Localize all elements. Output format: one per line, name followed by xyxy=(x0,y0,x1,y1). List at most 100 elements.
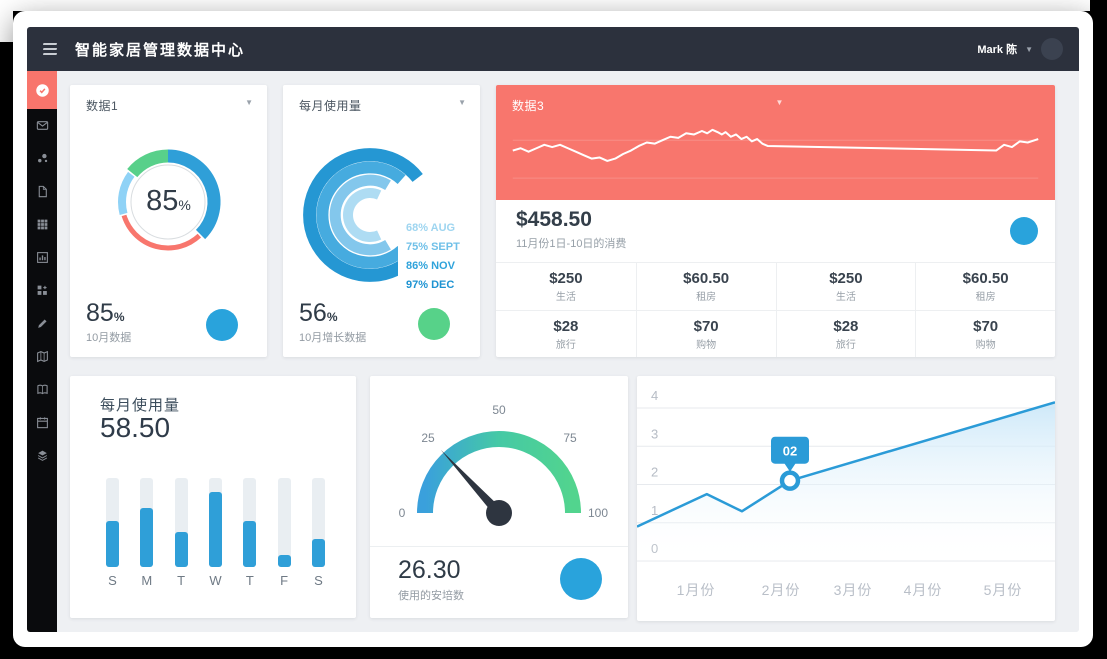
dropdown-caret-icon[interactable]: ▼ xyxy=(775,98,784,107)
expense-value: $28 xyxy=(833,317,859,335)
bar-category-label: T xyxy=(177,573,186,588)
donut-chart xyxy=(106,140,230,264)
x-axis-label: 3月份 xyxy=(833,582,873,598)
expense-value: $250 xyxy=(549,270,583,287)
sidebar-item-map[interactable] xyxy=(27,340,57,373)
card-data3: 数据3 ▼ $458.50 11月份1日-10日的消费 $250 生活 $60.50… xyxy=(496,85,1055,357)
card-gauge: 0 25 50 75 100 26.30 使用的安培数 xyxy=(370,376,628,618)
green-indicator-dot xyxy=(418,308,450,340)
sidebar-item-mail[interactable] xyxy=(27,109,57,142)
bar-fill xyxy=(208,492,222,567)
card-data3-header: 数据3 ▼ xyxy=(496,85,1055,200)
x-axis-label: 4月份 xyxy=(903,582,943,598)
rings-chart xyxy=(300,145,440,285)
expense-label: 生活 xyxy=(555,292,576,303)
hamburger-menu-icon[interactable] xyxy=(39,39,61,59)
gauge-footer: 26.30 使用的安培数 xyxy=(398,556,464,602)
dropdown-caret-icon[interactable]: ▼ xyxy=(458,98,466,107)
expense-label: 旅行 xyxy=(835,339,856,351)
sidebar-item-edit[interactable] xyxy=(27,307,57,340)
pencil-icon xyxy=(37,319,47,328)
user-menu[interactable]: Mark 陈 xyxy=(977,44,1018,56)
map-icon xyxy=(36,350,48,363)
svg-text:2: 2 xyxy=(651,465,658,480)
bar-category-label: S xyxy=(314,573,323,588)
sidebar-item-calendar[interactable] xyxy=(27,406,57,439)
dropdown-caret-icon[interactable]: ▼ xyxy=(245,98,253,107)
x-axis-label: 1月份 xyxy=(676,582,716,598)
expense-label: 购物 xyxy=(696,339,717,351)
bar-category-label: F xyxy=(280,573,289,588)
file-icon xyxy=(38,185,47,198)
card-rings-footer: 56% 10月增长数据 xyxy=(299,299,367,344)
layers-icon xyxy=(37,450,47,461)
user-caret-icon[interactable]: ▼ xyxy=(1025,44,1033,54)
area-chart: 4321002 xyxy=(636,376,1056,621)
expense-label: 租房 xyxy=(696,292,717,303)
page-title: 智能家居管理数据中心 xyxy=(75,41,246,59)
bar-fill xyxy=(140,508,154,567)
svg-text:4: 4 xyxy=(651,388,658,403)
bar-track xyxy=(208,478,222,567)
bar-track xyxy=(140,478,154,567)
bar-fill xyxy=(243,520,257,567)
bar-track xyxy=(106,478,119,567)
widgets-icon xyxy=(37,285,47,295)
card-data1-title: 数据1 xyxy=(86,99,119,113)
expenses-row: $28 旅行 $70 购物 $28 旅行 $70 购物 xyxy=(496,309,1055,357)
chart-tooltip: 02 xyxy=(771,436,809,472)
expense-cell: $70 购物 xyxy=(915,309,1055,357)
expense-value: $70 xyxy=(693,317,719,335)
area-x-labels: 1月份 2月份 3月份 4月份 5月份 xyxy=(637,580,1055,604)
x-axis-label: 5月份 xyxy=(983,582,1023,598)
x-axis-label: 2月份 xyxy=(761,582,801,598)
bar-track xyxy=(311,478,325,567)
bar-fill xyxy=(106,520,119,567)
expense-value: $70 xyxy=(973,317,999,335)
avatar[interactable] xyxy=(1041,38,1063,60)
expense-value: $250 xyxy=(829,270,863,287)
share-dots-icon xyxy=(37,153,47,163)
svg-text:1: 1 xyxy=(651,503,658,518)
blue-indicator-dot xyxy=(1010,217,1038,245)
book-icon xyxy=(36,384,48,395)
sidebar-item-grid[interactable] xyxy=(27,208,57,241)
sidebar-item-share[interactable] xyxy=(27,142,57,175)
sidebar-item-documents[interactable] xyxy=(27,175,57,208)
top-header-bar: 智能家居管理数据中心 Mark 陈 ▼ xyxy=(27,27,1079,71)
calendar-icon xyxy=(36,417,48,429)
sidebar-item-book[interactable] xyxy=(27,373,57,406)
bar-track xyxy=(174,478,188,567)
chart-box-icon xyxy=(36,252,48,263)
svg-text:75: 75 xyxy=(563,431,577,445)
backdrop-highlight-left xyxy=(0,0,13,42)
bar-category-label: T xyxy=(245,573,254,588)
sparkline-chart xyxy=(496,85,1055,200)
bars-title: 每月使用量 xyxy=(100,397,181,414)
sidebar-item-widgets[interactable] xyxy=(27,274,57,307)
donut-center-value: 85% xyxy=(146,185,191,217)
mail-icon xyxy=(36,121,48,130)
sidebar xyxy=(27,71,57,632)
bar-category-label: S xyxy=(108,573,117,588)
card-data3-title: 数据3 xyxy=(512,99,545,113)
bar-category-label: W xyxy=(209,573,222,588)
sidebar-item-layers[interactable] xyxy=(27,439,57,472)
sidebar-item-charts[interactable] xyxy=(27,241,57,274)
svg-text:02: 02 xyxy=(783,444,797,459)
expenses-table: $250 生活 $60.50 租房 $250 生活 $60.50 租房 $28 旅行 $70 购物 $2… xyxy=(496,262,1055,357)
bars-value: 58.50 xyxy=(100,412,171,443)
divider xyxy=(370,546,628,547)
expense-cell: $250 生活 xyxy=(496,262,636,310)
gauge-chart: 0 25 50 75 100 xyxy=(370,376,628,546)
expense-value: $60.50 xyxy=(962,270,1009,287)
expense-label: 购物 xyxy=(975,339,996,351)
blue-indicator-dot xyxy=(560,558,602,600)
svg-text:100: 100 xyxy=(588,506,608,520)
svg-text:25: 25 xyxy=(421,431,435,445)
ring-legend-item: 75% SEPT xyxy=(406,241,460,253)
rings-legend: 68% AUG 75% SEPT 86% NOV 97% DEC xyxy=(398,218,460,296)
sidebar-item-dashboard[interactable] xyxy=(27,71,57,109)
